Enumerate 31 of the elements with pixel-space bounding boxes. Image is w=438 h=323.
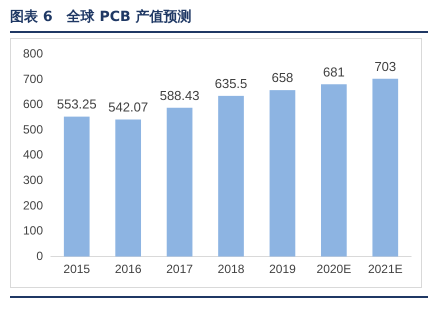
- y-tick-label: 300: [22, 173, 44, 188]
- data-label: 635.5: [214, 76, 248, 91]
- data-label: 658: [272, 70, 294, 86]
- y-tick-label: 100: [22, 224, 44, 238]
- x-tick-label: 2017: [166, 262, 194, 276]
- x-tick-label: 2018: [218, 262, 245, 276]
- y-tick-label: 500: [22, 122, 44, 136]
- y-tick-label: 600: [22, 97, 44, 112]
- bar: [115, 119, 142, 257]
- data-label: 553.25: [56, 96, 97, 112]
- chart-title: 图表 6 全球 PCB 产值预测: [10, 8, 428, 33]
- x-tick-label: 2019: [269, 262, 296, 276]
- data-label: 703: [374, 58, 396, 74]
- y-tick-label: 400: [22, 148, 44, 162]
- y-tick-label: 800: [22, 46, 44, 61]
- x-tick-label: 2021E: [368, 262, 403, 276]
- x-tick-label: 2016: [114, 262, 142, 276]
- data-label: 542.07: [108, 100, 148, 115]
- x-tick-label: 2015: [63, 262, 90, 276]
- y-tick-label: 200: [22, 198, 44, 212]
- x-tick-label: 2020E: [316, 262, 352, 276]
- bar: [270, 90, 296, 257]
- bar: [166, 108, 192, 257]
- bar: [218, 96, 244, 257]
- y-tick-label: 0: [36, 248, 44, 263]
- data-label: 588.43: [160, 88, 200, 103]
- bar: [372, 78, 398, 257]
- bar: [321, 84, 347, 257]
- bar: [64, 116, 90, 257]
- data-label: 681: [323, 64, 345, 80]
- y-tick-label: 700: [22, 72, 44, 86]
